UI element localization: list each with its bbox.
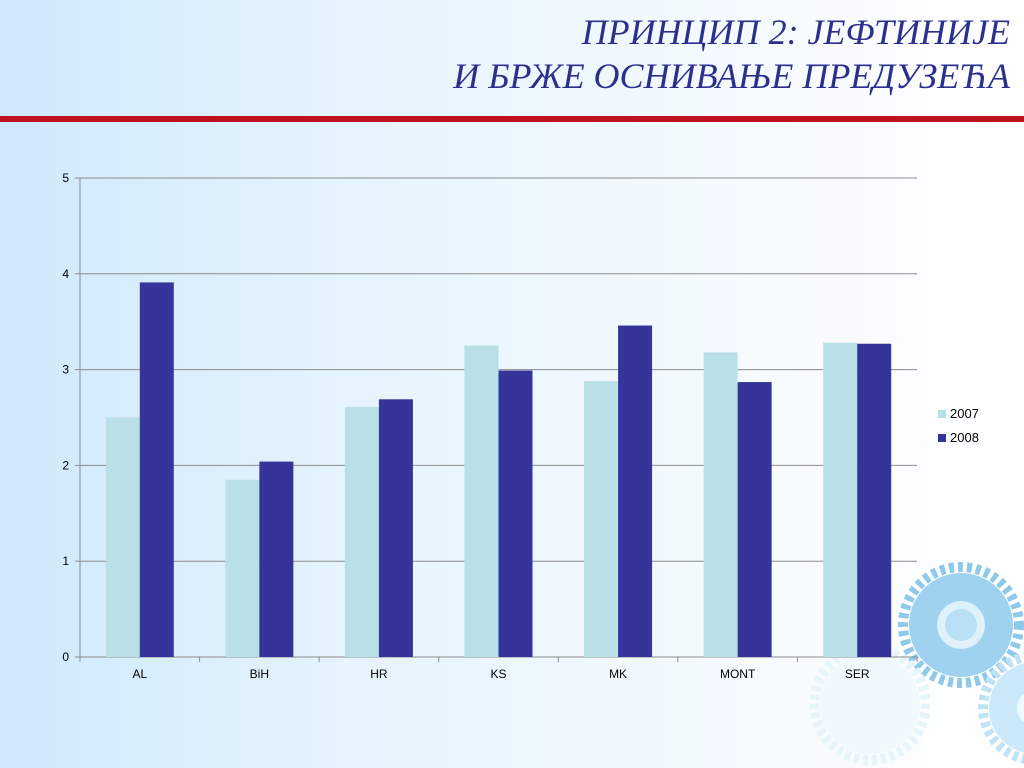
bar-2007-MK xyxy=(584,381,619,657)
x-tick-label-HR: HR xyxy=(370,667,388,681)
x-tick-label-AL: AL xyxy=(132,667,147,681)
legend-swatch-2007 xyxy=(938,410,946,418)
legend-label-2008: 2008 xyxy=(950,430,979,445)
bar-2008-MONT xyxy=(737,382,772,657)
bar-2008-BiH xyxy=(259,461,294,657)
y-tick-label: 0 xyxy=(62,650,69,664)
x-tick-label-KS: KS xyxy=(490,667,506,681)
x-tick-label-BiH: BiH xyxy=(250,667,269,681)
x-tick-label-SER: SER xyxy=(845,667,870,681)
bar-2008-AL xyxy=(139,282,174,657)
bar-2007-MONT xyxy=(703,352,738,657)
y-tick-label: 4 xyxy=(62,267,69,281)
bar-2007-AL xyxy=(105,417,140,657)
gear-large-icon xyxy=(898,562,1024,688)
legend-label-2007: 2007 xyxy=(950,406,979,421)
y-tick-label: 5 xyxy=(62,171,69,185)
x-tick-label-MONT: MONT xyxy=(720,667,756,681)
x-tick-label-MK: MK xyxy=(609,667,627,681)
y-tick-label: 2 xyxy=(62,458,69,472)
slide-title-line-2: И БРЖЕ ОСНИВАЊЕ ПРЕДУЗЕЋА xyxy=(453,56,1010,96)
bar-2008-SER xyxy=(857,343,892,657)
gear-medium-icon xyxy=(978,652,1024,764)
y-tick-label: 1 xyxy=(62,554,69,568)
bar-2007-BiH xyxy=(225,479,260,657)
bar-2007-KS xyxy=(464,345,499,657)
y-tick-label: 3 xyxy=(62,363,69,377)
slide-title-line-1: ПРИНЦИП 2: ЈЕФТИНИЈЕ xyxy=(581,12,1010,52)
title-divider xyxy=(0,116,1024,122)
bar-2008-KS xyxy=(498,370,533,657)
bar-2008-MK xyxy=(618,325,653,657)
bar-2008-HR xyxy=(378,399,413,657)
slide-title: ПРИНЦИП 2: ЈЕФТИНИЈЕ И БРЖЕ ОСНИВАЊЕ ПРЕ… xyxy=(453,10,1010,98)
bar-2007-SER xyxy=(823,342,858,657)
bar-2007-HR xyxy=(344,406,379,657)
legend-swatch-2008 xyxy=(938,434,946,442)
